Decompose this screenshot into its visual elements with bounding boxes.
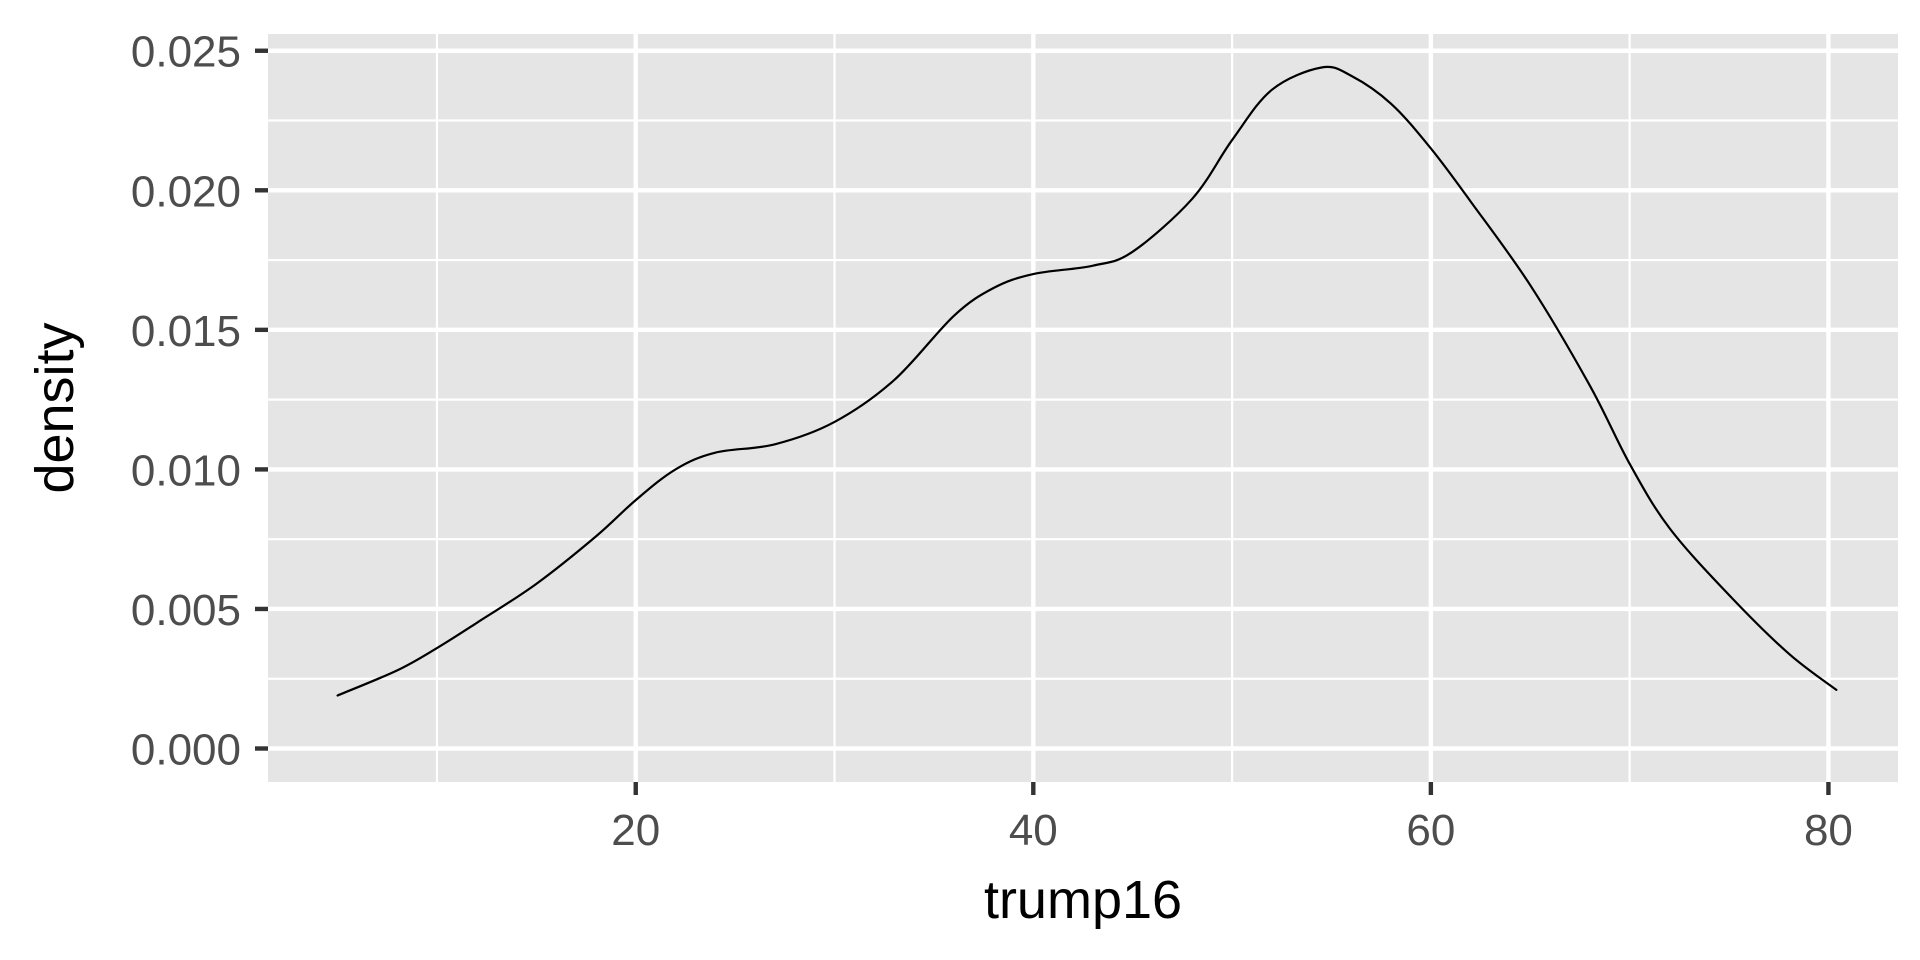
- x-axis-title: trump16: [984, 870, 1182, 930]
- y-tick-label: 0.015: [131, 307, 241, 356]
- y-tick-label: 0.020: [131, 167, 241, 216]
- y-tick-label: 0.025: [131, 28, 241, 77]
- plot-panel: [268, 34, 1898, 782]
- major-gridlines: [268, 34, 1898, 782]
- x-axis-ticks: 20 40 60 80: [611, 782, 1853, 855]
- x-tick-label: 60: [1406, 806, 1455, 855]
- y-tick-label: 0.000: [131, 726, 241, 775]
- x-tick-label: 80: [1804, 806, 1853, 855]
- y-axis-title: density: [25, 322, 85, 493]
- density-curve: [336, 65, 1838, 697]
- y-tick-label: 0.010: [131, 446, 241, 495]
- y-axis-ticks: 0.000 0.005 0.010 0.015 0.020 0.025: [131, 28, 268, 775]
- y-tick-label: 0.005: [131, 586, 241, 635]
- x-tick-label: 40: [1009, 806, 1058, 855]
- minor-gridlines: [268, 34, 1898, 782]
- x-tick-label: 20: [611, 806, 660, 855]
